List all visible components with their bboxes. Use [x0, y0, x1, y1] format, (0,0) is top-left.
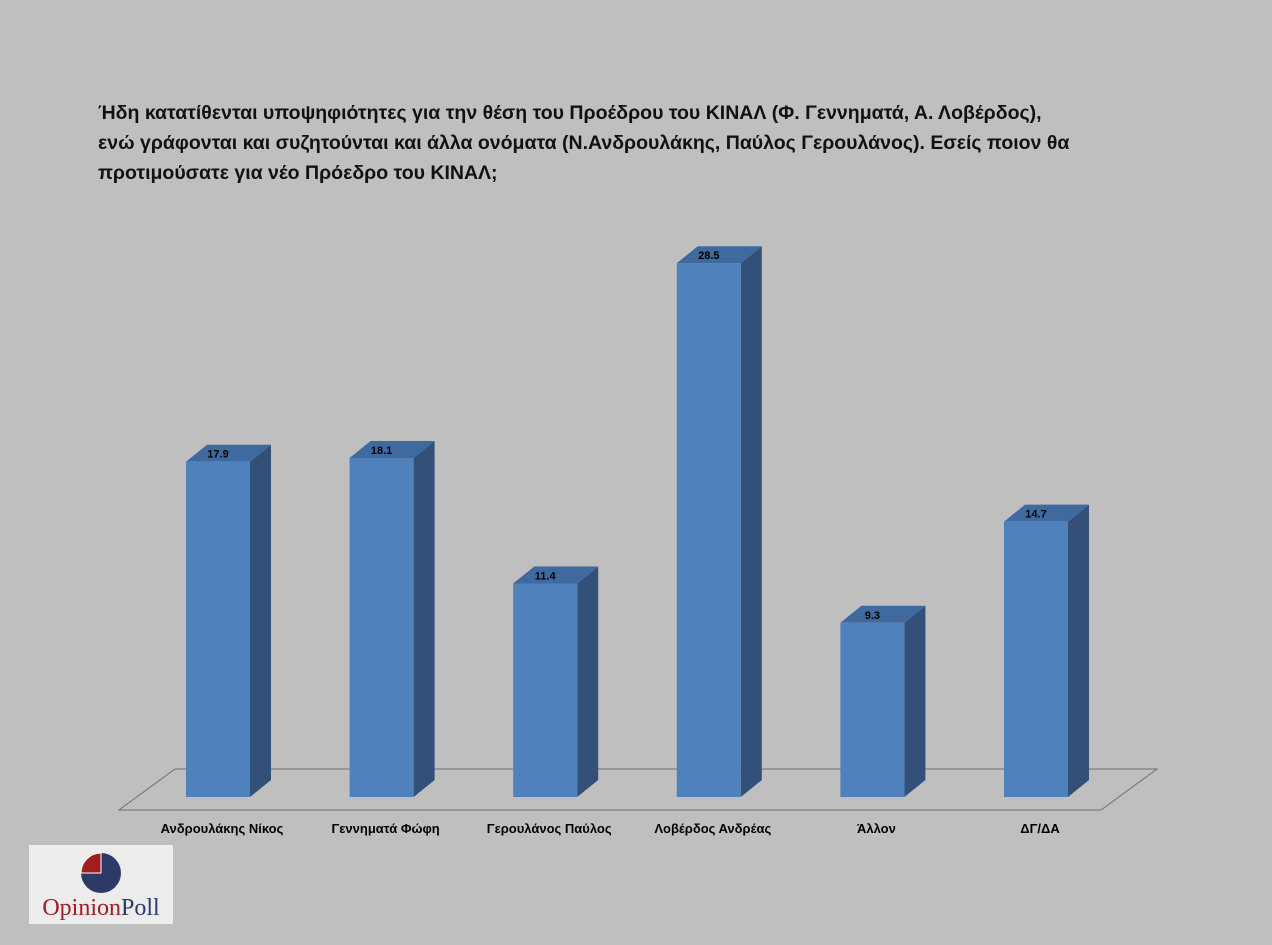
data-label: 28.5 — [698, 250, 719, 262]
bar-top — [513, 566, 599, 584]
bar-5 — [840, 605, 926, 797]
bar-4 — [676, 246, 762, 797]
bar-6 — [1004, 504, 1089, 797]
category-label: Γεννηματά Φώφη — [331, 821, 439, 836]
chart-floor — [117, 768, 1159, 811]
bar-top — [676, 246, 762, 264]
bar-side — [250, 444, 271, 797]
bar-side — [740, 246, 762, 797]
bar-side — [904, 605, 926, 797]
bar-2 — [349, 440, 435, 797]
bar-side — [577, 566, 599, 797]
chart-question-title: Ήδη κατατίθενται υποψηφιότητες για την θ… — [98, 102, 1070, 184]
category-label: ΔΓ/ΔΑ — [1020, 821, 1060, 836]
category-label: Ανδρουλάκης Νίκος — [161, 821, 284, 836]
data-label: 17.9 — [207, 449, 228, 461]
bar-front — [513, 583, 578, 797]
bar-front — [186, 461, 250, 797]
opinionpoll-logo: OpinionPoll — [29, 845, 173, 924]
logo-word-poll: Poll — [120, 895, 160, 921]
bar-3 — [513, 566, 599, 797]
bar-side — [413, 440, 435, 797]
data-label: 14.7 — [1025, 509, 1046, 521]
bar-front — [676, 263, 741, 797]
data-label: 11.4 — [535, 570, 557, 582]
logo-wordmark: OpinionPoll — [29, 895, 173, 922]
logo-word-opinion: Opinion — [42, 895, 121, 921]
category-label: Λοβέρδος Ανδρέας — [654, 821, 771, 836]
category-label: Γερουλάνος Παύλος — [487, 821, 612, 836]
bar-front — [1004, 521, 1068, 797]
bar-front — [349, 457, 414, 797]
bar-front — [840, 622, 905, 797]
bar-top — [840, 605, 926, 623]
pie-logo-icon — [80, 852, 121, 893]
category-label: Άλλον — [857, 821, 896, 836]
data-label: 18.1 — [371, 445, 392, 457]
bar-top — [1004, 504, 1089, 522]
bar-top — [349, 440, 435, 458]
bar-top — [186, 444, 271, 462]
bar-1 — [186, 444, 271, 797]
data-label: 9.3 — [865, 610, 880, 622]
bar-side — [1068, 504, 1089, 797]
